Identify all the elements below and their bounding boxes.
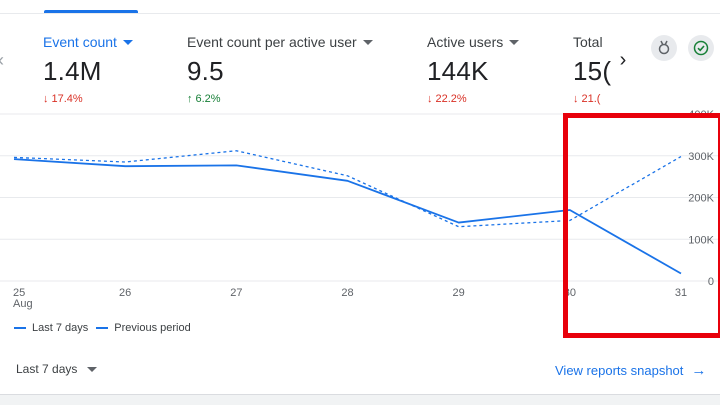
metric-tile-total[interactable]: Total 15( ↓ 21.( [573,34,611,105]
metric-value: 144K [427,56,489,86]
snapshot-link-label: View reports snapshot [555,363,684,378]
metric-tile-event-count-per-active-user[interactable]: Event count per active user 9.5 ↑ 6.2% [187,34,373,105]
date-range-selector[interactable]: Last 7 days [16,362,98,376]
metric-change-text: 22.2% [435,93,467,105]
metric-label-text: Event count [43,34,117,50]
metric-label[interactable]: Event count per active user [187,34,373,50]
metric-change-text: 17.4% [51,93,83,105]
x-tick-label: 26 [119,287,131,299]
chart-legend: Last 7 days Previous period [14,322,191,334]
legend-label: Last 7 days [32,322,89,334]
chevron-right-icon[interactable]: › [619,49,627,71]
arrow-down-icon: ↓ [427,93,433,105]
metric-tile-active-users[interactable]: Active users 144K ↓ 22.2% [427,34,520,105]
series-line-last-7-days [13,158,682,275]
caret-down-icon [362,39,373,45]
caret-down-icon [509,39,520,45]
metric-value: 1.4M [43,56,102,86]
metric-change: ↑ 6.2% [187,93,373,105]
metric-label[interactable]: Active users [427,34,520,50]
metric-label[interactable]: Event count [43,34,133,50]
legend-item-previous-period: Previous period [96,322,191,334]
caret-down-icon [122,39,133,45]
x-tick-label: 27 [230,287,242,299]
metric-value: 15( [573,56,612,86]
series-line-previous-period [13,150,682,228]
arrow-down-icon: ↓ [573,93,579,105]
annotation-highlight-box [563,113,720,338]
y-tick-label: 300K [688,151,714,163]
x-tick-label: 31 [675,287,687,299]
y-tick-label: 0 [708,276,714,288]
check-circle-icon[interactable] [688,35,714,61]
metric-change-text: 6.2% [195,93,221,105]
x-tick-label: 28 [341,287,353,299]
metric-tiles: Event count 1.4M ↓ 17.4% Event count per… [0,28,612,108]
arrow-up-icon: ↑ [187,93,193,105]
metric-label-text: Event count per active user [187,34,357,50]
chevron-left-icon[interactable]: ‹ [0,50,4,71]
metric-change: ↓ 22.2% [427,93,519,105]
y-tick-label: 200K [688,193,714,205]
solid-line-swatch [14,327,26,329]
date-range-label: Last 7 days [16,362,78,376]
active-tab-indicator [44,10,138,14]
metric-change: ↓ 17.4% [43,93,133,105]
metric-change: ↓ 21.( [573,93,611,105]
x-tick-sublabel: Aug [13,298,33,310]
legend-item-last-7-days: Last 7 days [14,322,88,334]
metric-value: 9.5 [187,56,224,86]
metric-change-text: 21.( [581,93,601,105]
report-card: ‹ Event count 1.4M ↓ 17.4% Event count p… [0,0,720,395]
y-tick-label: 100K [688,234,714,246]
metric-label-text: Active users [427,34,504,50]
top-divider [0,13,720,14]
metric-label[interactable]: Total [573,34,611,50]
x-tick-label: 25 [13,287,25,299]
view-reports-snapshot-link[interactable]: View reports snapshot → [555,362,706,379]
legend-label: Previous period [114,322,191,334]
x-tick-label: 29 [453,287,465,299]
caret-down-icon [87,366,98,372]
dashed-line-swatch [96,327,109,329]
metric-tile-event-count[interactable]: Event count 1.4M ↓ 17.4% [43,34,133,105]
insights-badge-icon[interactable] [651,35,677,61]
arrow-right-icon: → [691,362,707,379]
arrow-down-icon: ↓ [43,93,49,105]
metric-label-text: Total [573,34,603,50]
